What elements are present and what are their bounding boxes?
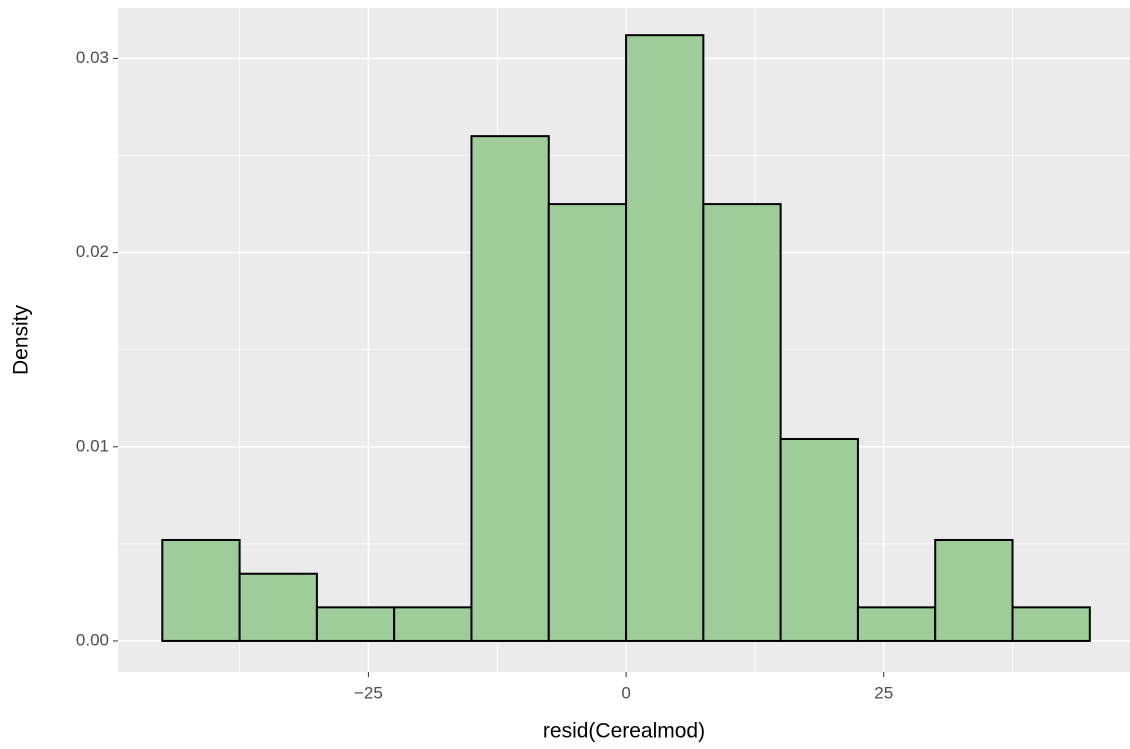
bar xyxy=(393,606,473,642)
bar xyxy=(470,135,550,642)
x-tick-label: 0 xyxy=(621,683,630,702)
y-tick-label: 0.02 xyxy=(76,242,109,261)
bar xyxy=(856,606,937,642)
y-tick-label: 0.03 xyxy=(76,48,109,67)
bar xyxy=(547,203,628,642)
bar xyxy=(779,438,859,642)
x-axis-title: resid(Cerealmod) xyxy=(543,720,705,743)
bar xyxy=(238,572,318,642)
bar xyxy=(315,606,396,642)
y-tick-label: 0.01 xyxy=(76,436,109,455)
bar xyxy=(934,538,1014,642)
y-tick-label: 0.00 xyxy=(76,630,109,649)
bar xyxy=(161,538,241,642)
y-axis-title: Density xyxy=(10,304,33,375)
bar xyxy=(1011,606,1091,642)
x-tick-label: 25 xyxy=(874,683,893,702)
bar xyxy=(625,34,705,642)
bar xyxy=(702,203,782,642)
x-tick-label: −25 xyxy=(354,683,383,702)
